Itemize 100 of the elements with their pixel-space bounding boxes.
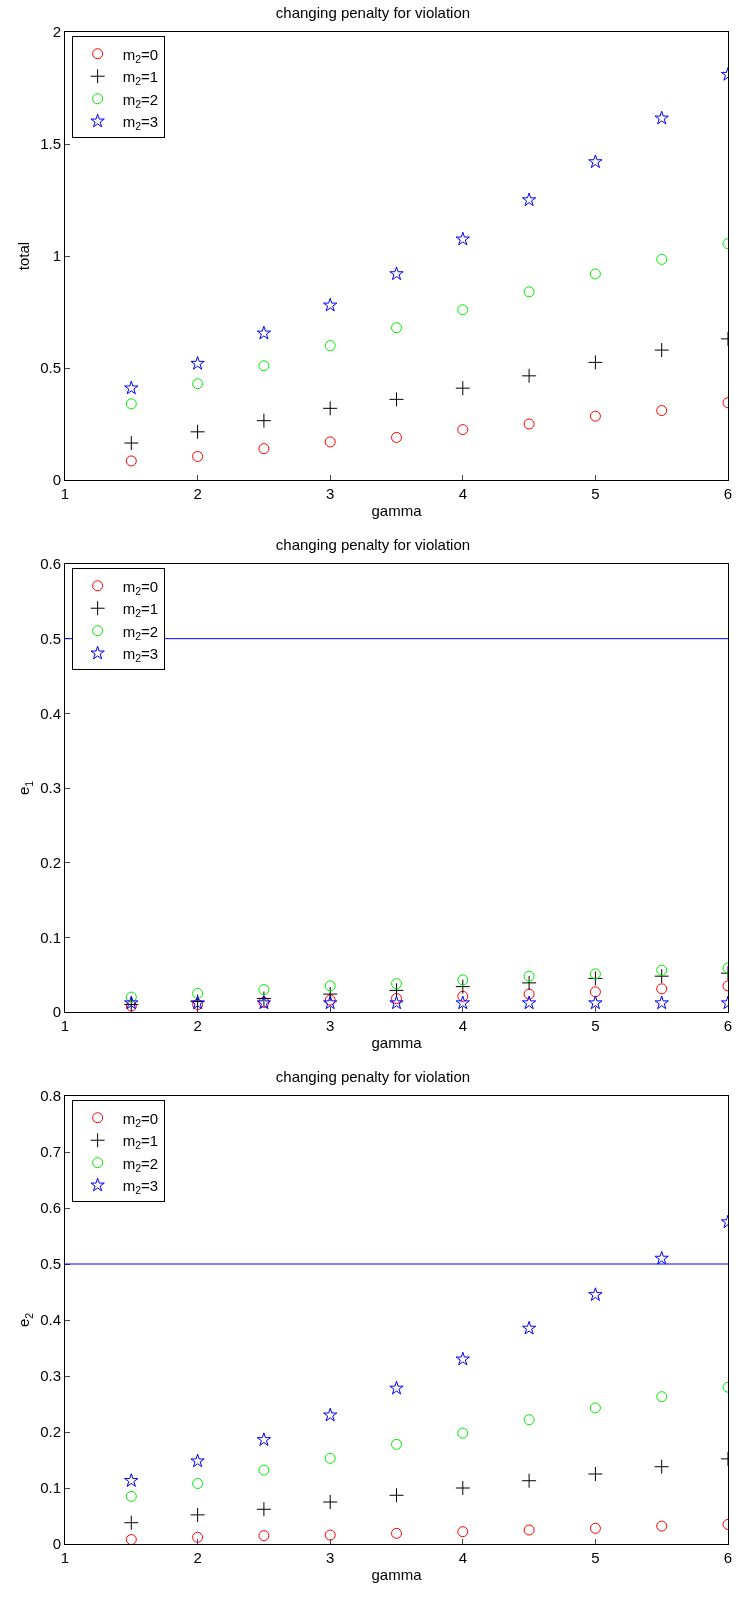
point [588, 154, 603, 169]
point [654, 1250, 669, 1265]
point [256, 413, 272, 429]
point [258, 1530, 270, 1542]
point [654, 968, 670, 984]
point [588, 995, 603, 1010]
y-tick-label: 0.5 [40, 1255, 61, 1273]
point [455, 995, 470, 1010]
point [521, 1473, 537, 1489]
x-tick-label: 2 [193, 485, 202, 502]
legend-label: m$_{2}$=0 [122, 45, 159, 65]
y-tick-label: 0.6 [40, 555, 61, 573]
point [391, 431, 402, 443]
point [521, 192, 537, 207]
point [391, 322, 402, 334]
point [589, 968, 601, 980]
point [192, 450, 204, 462]
chart-title: changing penalty for violation [275, 4, 471, 22]
legend-label: m$_{2}$=1 [122, 600, 159, 620]
point [656, 983, 668, 995]
point [125, 455, 137, 467]
point [324, 1529, 336, 1541]
point [391, 1438, 402, 1450]
point [589, 986, 601, 998]
point [389, 266, 404, 281]
point [589, 268, 601, 280]
point [123, 1515, 139, 1531]
point [322, 986, 338, 1002]
point [125, 1490, 137, 1502]
point [258, 360, 270, 372]
y-tick-label: 0.4 [40, 704, 61, 722]
y-tick-label: 0.1 [40, 928, 61, 946]
point [256, 1501, 272, 1517]
point [190, 424, 206, 440]
y-tick-label: 0.6 [40, 1199, 61, 1217]
point [322, 400, 338, 416]
point [587, 1466, 603, 1482]
y-tick-label: 0.5 [40, 359, 61, 377]
point [521, 368, 537, 384]
point [455, 1351, 470, 1366]
point [192, 1531, 204, 1543]
point [523, 286, 535, 298]
y-axis-title: total [15, 241, 33, 271]
point [523, 988, 535, 1000]
point [322, 1494, 338, 1510]
point [589, 1522, 601, 1534]
legend-label: m$_{2}$=2 [122, 1154, 159, 1174]
point [656, 1520, 668, 1532]
point [124, 380, 139, 395]
point [389, 982, 404, 998]
point [457, 974, 469, 986]
point [258, 443, 270, 455]
x-tick-label: 5 [591, 1017, 600, 1034]
y-tick-label: 0 [52, 1535, 61, 1553]
point [455, 979, 471, 995]
x-axis-title: gamma [371, 502, 423, 519]
point [192, 999, 204, 1011]
y-tick-label: 0.8 [40, 1087, 61, 1105]
point [457, 304, 469, 316]
chart-title: changing penalty for violation [275, 1068, 471, 1086]
point [656, 1391, 668, 1403]
point [389, 1380, 404, 1395]
point [587, 354, 603, 370]
point [125, 991, 137, 1003]
y-tick-label: 0.1 [40, 1479, 61, 1497]
point [521, 975, 537, 991]
x-tick-label: 6 [723, 1017, 733, 1034]
point [656, 253, 668, 265]
point [656, 405, 668, 417]
point [589, 1402, 601, 1414]
legend-label: m$_{2}$=3 [122, 113, 159, 133]
point [125, 1534, 137, 1544]
x-axis-title: gamma [371, 1034, 423, 1051]
legend-label: m$_{2}$=3 [122, 645, 159, 665]
point [587, 970, 603, 986]
legend-label: m$_{2}$=0 [122, 577, 159, 597]
point [523, 1524, 535, 1536]
point [588, 1287, 603, 1301]
point [324, 994, 336, 1006]
y-tick-label: 1 [52, 247, 61, 265]
legend-label: m$_{2}$=3 [122, 1177, 159, 1197]
y-tick-label: 0.2 [40, 853, 61, 871]
point [323, 995, 338, 1010]
x-tick-label: 5 [591, 1549, 600, 1566]
point [654, 342, 670, 358]
y-tick-label: 0 [52, 1003, 61, 1021]
x-tick-label: 6 [723, 1549, 733, 1566]
point [455, 380, 471, 396]
point [324, 1452, 336, 1464]
point [323, 1407, 338, 1422]
point [457, 990, 469, 1002]
point [654, 110, 669, 125]
point [123, 435, 139, 451]
point [258, 1464, 270, 1476]
x-tick-label: 2 [193, 1549, 202, 1566]
y-tick-label: 2 [52, 23, 61, 41]
legend-label: m$_{2}$=1 [122, 1132, 159, 1152]
x-tick-label: 4 [458, 1549, 467, 1566]
point [190, 1507, 206, 1523]
legend-label: m$_{2}$=0 [122, 1109, 159, 1129]
